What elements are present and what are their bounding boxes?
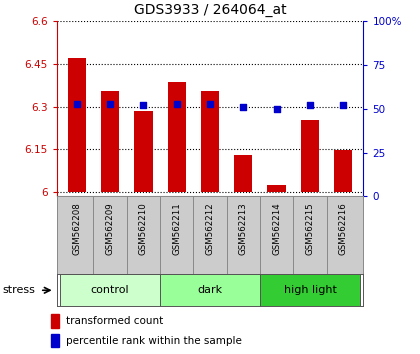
Bar — [268, 185, 286, 192]
Text: control: control — [91, 285, 129, 295]
Text: GSM562216: GSM562216 — [339, 203, 348, 256]
Bar — [68, 58, 86, 192]
Bar — [301, 120, 319, 192]
Bar — [234, 155, 252, 192]
Text: transformed count: transformed count — [66, 316, 163, 326]
Point — [173, 101, 180, 107]
Text: GSM562213: GSM562213 — [239, 203, 248, 256]
Text: GSM562214: GSM562214 — [272, 203, 281, 256]
Bar — [160, 274, 260, 306]
Text: GSM562209: GSM562209 — [105, 203, 115, 255]
Text: GSM562208: GSM562208 — [72, 203, 81, 256]
Bar — [101, 91, 119, 192]
Point — [74, 101, 80, 107]
Point — [240, 104, 247, 110]
Bar — [52, 334, 59, 347]
Point — [273, 106, 280, 112]
Point — [140, 103, 147, 108]
Bar — [260, 274, 360, 306]
Bar — [52, 314, 59, 328]
Text: GSM562212: GSM562212 — [205, 203, 215, 256]
Bar — [201, 91, 219, 192]
Text: GSM562215: GSM562215 — [305, 203, 315, 256]
Bar — [168, 82, 186, 192]
Point — [207, 101, 213, 107]
Point — [340, 103, 346, 108]
Text: high light: high light — [284, 285, 336, 295]
Text: GSM562211: GSM562211 — [172, 203, 181, 256]
Point — [107, 101, 113, 107]
Text: percentile rank within the sample: percentile rank within the sample — [66, 336, 241, 346]
Text: dark: dark — [197, 285, 223, 295]
Bar — [134, 111, 152, 192]
Text: stress: stress — [2, 285, 35, 295]
Bar — [334, 150, 352, 192]
Title: GDS3933 / 264064_at: GDS3933 / 264064_at — [134, 4, 286, 17]
Point — [307, 103, 313, 108]
Text: GSM562210: GSM562210 — [139, 203, 148, 256]
Bar — [60, 274, 160, 306]
